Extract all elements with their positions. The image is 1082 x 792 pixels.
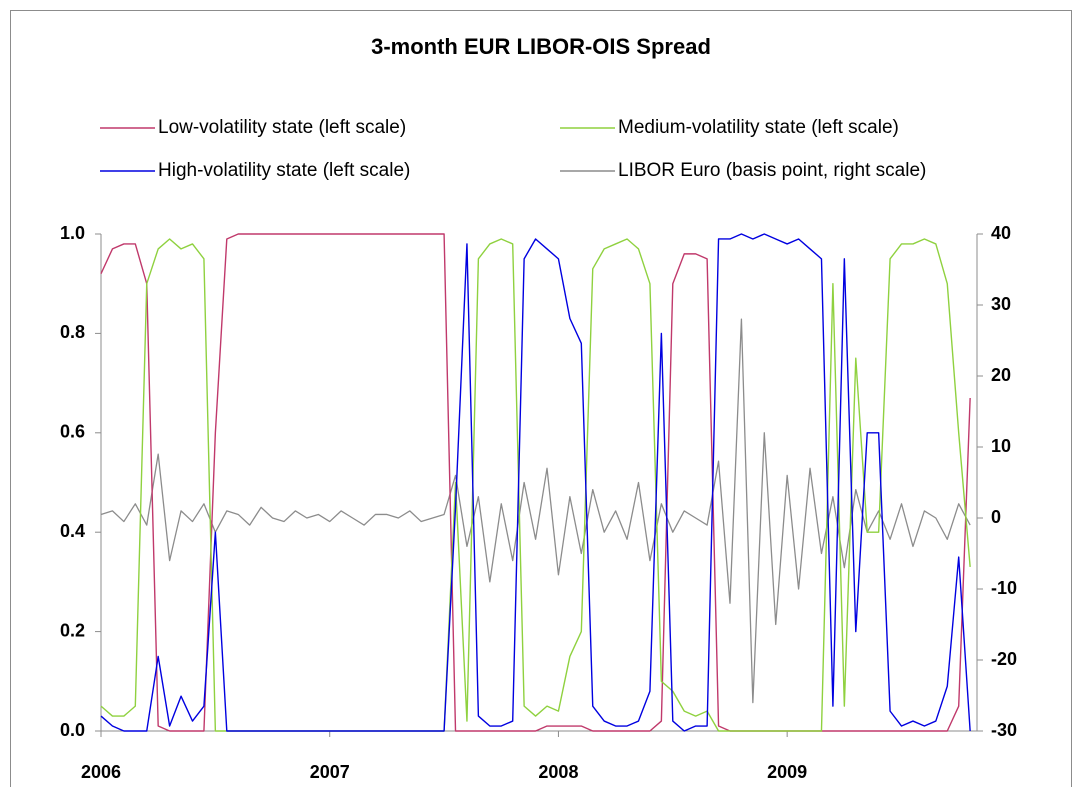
legend-label: Medium-volatility state (left scale) <box>618 117 899 138</box>
y-tick-label: 0.2 <box>60 620 85 640</box>
x-tick-label: 2006 <box>81 762 121 782</box>
y2-tick-label: -10 <box>991 578 1017 598</box>
y-tick-label: 0.8 <box>60 322 85 342</box>
y2-tick-label: 30 <box>991 294 1011 314</box>
series-line <box>100 233 971 732</box>
legend-label: High-volatility state (left scale) <box>158 160 410 181</box>
y2-tick-label: -30 <box>991 720 1017 740</box>
x-tick-label: 2008 <box>538 762 578 782</box>
y-tick-label: 1.0 <box>60 223 85 243</box>
y-tick-label: 0.6 <box>60 422 85 442</box>
chart-title: 3-month EUR LIBOR-OIS Spread <box>371 34 711 59</box>
y2-tick-label: 40 <box>991 223 1011 243</box>
legend-label: Low-volatility state (left scale) <box>158 117 406 138</box>
x-tick-label: 2009 <box>767 762 807 782</box>
y-tick-label: 0.4 <box>60 521 85 541</box>
series-line <box>100 318 971 704</box>
series-line <box>100 233 971 732</box>
legend-label: LIBOR Euro (basis point, right scale) <box>618 160 926 181</box>
y2-tick-label: 0 <box>991 507 1001 527</box>
y2-tick-label: 10 <box>991 436 1011 456</box>
chart-frame <box>10 10 1072 792</box>
y2-tick-label: -20 <box>991 649 1017 669</box>
x-tick-label: 2007 <box>310 762 350 782</box>
y-tick-label: 0.0 <box>60 720 85 740</box>
y2-tick-label: 20 <box>991 365 1011 385</box>
